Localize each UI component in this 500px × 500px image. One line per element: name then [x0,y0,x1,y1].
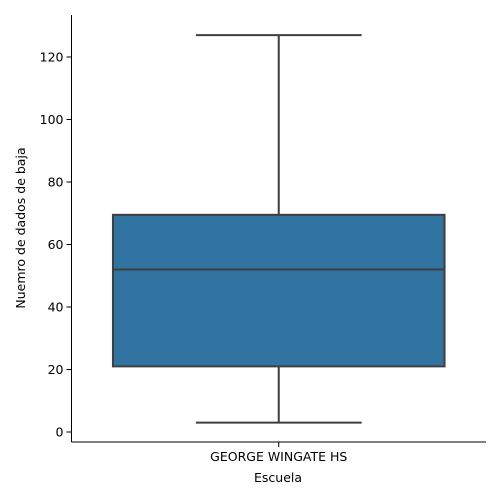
y-tick-label: 20 [48,362,64,377]
y-tick-label: 0 [56,425,64,440]
y-tick-label: 120 [40,50,64,65]
y-axis-label: Nuemro de dados de baja [13,147,28,308]
x-axis-label: Escuela [254,470,302,485]
interquartile-box [111,213,446,368]
y-tick-label: 100 [40,112,64,127]
y-axis-ticks: 0 20 40 60 80 100 120 [40,50,72,440]
x-axis-ticks: GEORGE WINGATE HS [210,442,347,464]
y-tick-label: 80 [48,175,64,190]
y-tick-label: 60 [48,237,64,252]
plot-area [111,34,446,424]
x-tick-label: GEORGE WINGATE HS [210,449,347,464]
y-tick-label: 40 [48,300,64,315]
